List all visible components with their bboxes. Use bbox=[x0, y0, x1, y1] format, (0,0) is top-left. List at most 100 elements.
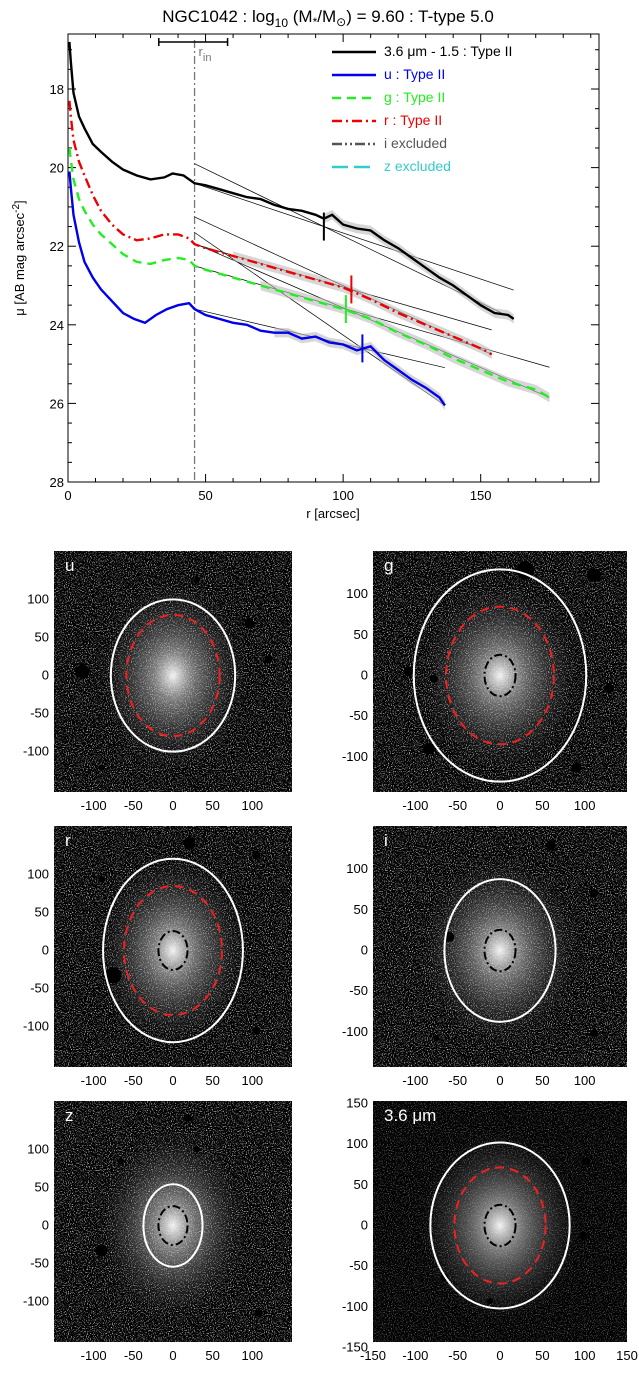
panel-y-tick-label: 50 bbox=[35, 904, 49, 919]
panel-y-tick-label: 0 bbox=[42, 1218, 49, 1233]
profile-line-3 bbox=[68, 100, 493, 356]
profile-line-1 bbox=[68, 171, 446, 407]
chart-title: NGC1042 : log10 (M*/M⊙) = 9.60 : T-type … bbox=[162, 7, 494, 30]
panel-x-tick-label: -50 bbox=[448, 1073, 467, 1088]
outer-ellipse bbox=[142, 1183, 204, 1268]
y-tick-label: 24 bbox=[50, 318, 64, 333]
inner-ellipse bbox=[157, 1205, 189, 1246]
panel-y-tick-label: -50 bbox=[349, 1258, 368, 1273]
legend-label: 3.6 μm - 1.5 : Type II bbox=[384, 43, 512, 59]
panel-y-tick-label: -100 bbox=[23, 1294, 49, 1309]
panel-y-tick-label: 100 bbox=[346, 586, 368, 601]
panel-y-tick-label: 50 bbox=[354, 627, 368, 642]
image-panel: z bbox=[54, 1101, 292, 1342]
inner-ellipse bbox=[157, 930, 189, 971]
panel-band-label: g bbox=[384, 556, 393, 575]
break-ellipse bbox=[123, 884, 223, 1017]
panel-y-tick-label: -150 bbox=[342, 1339, 368, 1354]
image-panel: g bbox=[373, 551, 627, 792]
masked-source bbox=[98, 876, 105, 883]
y-tick-label: 20 bbox=[50, 161, 64, 176]
outer-ellipse bbox=[109, 598, 237, 753]
masked-source bbox=[193, 576, 200, 583]
panel-y-tick-label: 50 bbox=[354, 902, 368, 917]
panel-x-tick-label: 50 bbox=[205, 1073, 219, 1088]
panel-grid: u -100 -100 -50 -50 0 0 50 50 100 100 g -100 -100 -50 -… bbox=[23, 551, 638, 1363]
panel-band-label: i bbox=[384, 831, 388, 850]
panel-x-tick-label: 50 bbox=[535, 1073, 549, 1088]
masked-source bbox=[183, 836, 196, 849]
panel-y-tick-label: -100 bbox=[23, 1019, 49, 1034]
masked-source bbox=[98, 764, 105, 771]
inner-disk-fit bbox=[194, 183, 514, 291]
masked-source bbox=[579, 1231, 588, 1240]
surface-brightness-profile-chart: NGC1042 : log10 (M*/M⊙) = 9.60 : T-type … bbox=[11, 7, 600, 521]
fit-lines bbox=[194, 163, 550, 406]
panel-y-tick-label: -100 bbox=[342, 1024, 368, 1039]
x-tick-label: 150 bbox=[470, 488, 492, 503]
outer-ellipse bbox=[412, 568, 588, 783]
x-tick-label: 50 bbox=[198, 488, 212, 503]
panel-band-label: 3.6 μm bbox=[384, 1106, 436, 1125]
masked-source bbox=[244, 618, 255, 629]
panel-y-tick-label: 100 bbox=[346, 1136, 368, 1151]
panel-x-tick-label: -50 bbox=[124, 798, 143, 813]
series-error-band bbox=[274, 327, 445, 411]
panel-y-tick-label: 100 bbox=[346, 861, 368, 876]
masked-source bbox=[264, 655, 273, 664]
panel-x-tick-label: 50 bbox=[205, 798, 219, 813]
break-ellipse bbox=[445, 605, 555, 746]
panel-y-tick-label: 0 bbox=[361, 668, 368, 683]
panel-y-tick-label: 100 bbox=[27, 1141, 49, 1156]
image-panels: u -100 -100 -50 -50 0 0 50 50 100 100 g -100 -100 -50 -… bbox=[23, 551, 638, 1363]
outer-ellipse bbox=[429, 1141, 571, 1310]
y-axis-label: μ [AB mag arcsec-2] bbox=[11, 200, 27, 315]
break-markers bbox=[322, 212, 364, 363]
masked-source bbox=[486, 1298, 493, 1305]
masked-source bbox=[95, 1244, 108, 1257]
image-panel: 3.6 μm bbox=[373, 1101, 627, 1342]
panel-x-tick-label: -50 bbox=[124, 1348, 143, 1363]
outer-ellipse bbox=[443, 878, 557, 1023]
panel-x-tick-label: 0 bbox=[496, 798, 503, 813]
masked-source bbox=[516, 561, 535, 580]
panel-x-tick-label: 50 bbox=[205, 1348, 219, 1363]
panel-y-tick-label: 50 bbox=[35, 629, 49, 644]
outer-ellipse bbox=[102, 857, 244, 1044]
panel-y-tick-label: 0 bbox=[361, 1218, 368, 1233]
series-error-band bbox=[233, 251, 492, 359]
panel-y-tick-label: -100 bbox=[342, 749, 368, 764]
panel-y-tick-label: -100 bbox=[342, 1299, 368, 1314]
panel-x-tick-label: -100 bbox=[402, 798, 428, 813]
panel-x-tick-label: -100 bbox=[81, 1348, 107, 1363]
masked-source bbox=[183, 1113, 192, 1122]
panel-x-tick-label: -50 bbox=[448, 798, 467, 813]
masked-source bbox=[582, 1157, 591, 1166]
panel-x-tick-label: 0 bbox=[169, 798, 176, 813]
masked-source bbox=[403, 666, 414, 677]
break-ellipse bbox=[125, 613, 221, 738]
image-panel: i bbox=[373, 826, 627, 1067]
panel-x-tick-label: 0 bbox=[169, 1073, 176, 1088]
masked-source bbox=[589, 1029, 598, 1038]
y-tick-label: 18 bbox=[50, 82, 64, 97]
masked-source bbox=[105, 967, 122, 984]
masked-source bbox=[429, 674, 438, 683]
panel-x-tick-label: 0 bbox=[496, 1348, 503, 1363]
panel-x-tick-label: -150 bbox=[360, 1348, 386, 1363]
panel-y-tick-label: 0 bbox=[361, 943, 368, 958]
galaxy-glow bbox=[96, 1129, 250, 1322]
panel-x-tick-label: 100 bbox=[574, 1348, 596, 1363]
galaxy-glow bbox=[418, 579, 582, 772]
r-in-label: rin bbox=[199, 44, 212, 64]
legend-label: z excluded bbox=[384, 158, 451, 174]
panel-band-label: u bbox=[65, 556, 74, 575]
galaxy-glow bbox=[96, 579, 250, 772]
profile-series bbox=[68, 41, 551, 411]
profile-line-2 bbox=[68, 147, 551, 399]
y-tick-label: 28 bbox=[50, 475, 64, 490]
panel-band-label: r bbox=[65, 831, 71, 850]
panel-y-tick-label: -50 bbox=[349, 708, 368, 723]
plot-frame bbox=[67, 33, 600, 483]
